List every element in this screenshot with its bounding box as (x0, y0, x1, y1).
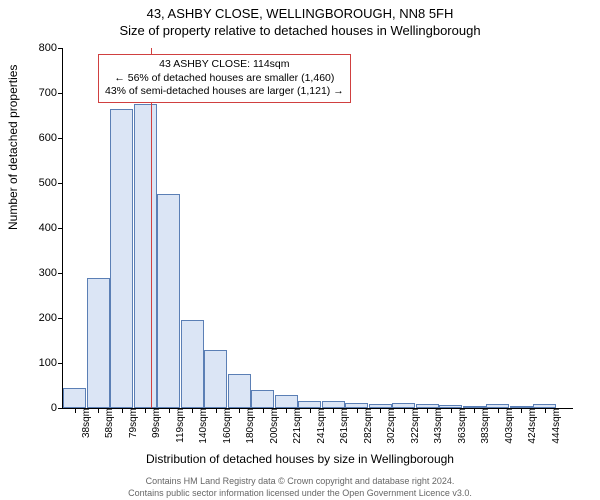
x-tick-label: 140sqm (196, 408, 209, 444)
x-tick-label: 58sqm (102, 408, 115, 438)
x-tick-mark (451, 408, 452, 413)
annotation-box: 43 ASHBY CLOSE: 114sqm← 56% of detached … (98, 54, 351, 103)
y-tick-mark (58, 363, 63, 364)
x-tick-mark (122, 408, 123, 413)
y-tick-label: 100 (23, 357, 63, 369)
x-tick-mark (75, 408, 76, 413)
x-tick-mark (474, 408, 475, 413)
histogram-bar (204, 350, 227, 409)
y-axis-label: Number of detached properties (6, 65, 20, 230)
x-tick-mark (286, 408, 287, 413)
x-tick-mark (310, 408, 311, 413)
x-tick-label: 79sqm (126, 408, 139, 438)
chart-plot-area: 010020030040050060070080038sqm58sqm79sqm… (62, 48, 573, 409)
histogram-bar (275, 395, 298, 409)
histogram-bar (228, 374, 251, 408)
x-tick-mark (263, 408, 264, 413)
x-tick-label: 383sqm (478, 408, 491, 444)
annotation-line-1: 43 ASHBY CLOSE: 114sqm (105, 58, 344, 72)
histogram-bar (87, 278, 110, 409)
annotation-line-3: 43% of semi-detached houses are larger (… (105, 85, 344, 99)
x-tick-label: 160sqm (220, 408, 233, 444)
y-tick-label: 600 (23, 132, 63, 144)
y-tick-label: 400 (23, 222, 63, 234)
x-tick-mark (521, 408, 522, 413)
x-tick-label: 322sqm (408, 408, 421, 444)
chart-container: 43, ASHBY CLOSE, WELLINGBOROUGH, NN8 5FH… (0, 0, 600, 500)
histogram-bar (181, 320, 204, 408)
x-tick-label: 99sqm (149, 408, 162, 438)
x-tick-mark (169, 408, 170, 413)
x-tick-label: 403sqm (502, 408, 515, 444)
x-tick-mark (145, 408, 146, 413)
histogram-bar (251, 390, 274, 408)
histogram-bar (110, 109, 133, 408)
histogram-bar (63, 388, 86, 408)
x-tick-label: 282sqm (361, 408, 374, 444)
annotation-line-2: ← 56% of detached houses are smaller (1,… (105, 72, 344, 86)
x-tick-label: 221sqm (290, 408, 303, 444)
x-axis-label: Distribution of detached houses by size … (0, 452, 600, 466)
x-tick-mark (239, 408, 240, 413)
footer-licence: Contains public sector information licen… (0, 488, 600, 498)
y-tick-mark (58, 48, 63, 49)
y-tick-label: 300 (23, 267, 63, 279)
x-tick-label: 343sqm (431, 408, 444, 444)
histogram-bar (298, 401, 321, 408)
x-tick-mark (333, 408, 334, 413)
footer-copyright: Contains HM Land Registry data © Crown c… (0, 476, 600, 486)
title-line-2: Size of property relative to detached ho… (0, 21, 600, 38)
y-tick-mark (58, 183, 63, 184)
x-tick-mark (380, 408, 381, 413)
y-tick-mark (58, 273, 63, 274)
y-tick-label: 200 (23, 312, 63, 324)
x-tick-label: 180sqm (243, 408, 256, 444)
x-tick-mark (98, 408, 99, 413)
x-tick-mark (427, 408, 428, 413)
x-tick-mark (216, 408, 217, 413)
y-tick-label: 800 (23, 42, 63, 54)
x-tick-label: 200sqm (267, 408, 280, 444)
x-tick-label: 119sqm (173, 408, 186, 443)
y-tick-mark (58, 228, 63, 229)
y-tick-label: 0 (23, 402, 63, 414)
histogram-bar (322, 401, 345, 408)
y-tick-mark (58, 318, 63, 319)
x-tick-label: 302sqm (384, 408, 397, 444)
x-tick-label: 241sqm (314, 408, 327, 444)
x-tick-mark (404, 408, 405, 413)
title-line-1: 43, ASHBY CLOSE, WELLINGBOROUGH, NN8 5FH (0, 0, 600, 21)
x-tick-label: 363sqm (455, 408, 468, 444)
x-tick-mark (357, 408, 358, 413)
histogram-bar (134, 104, 157, 408)
y-tick-label: 500 (23, 177, 63, 189)
x-tick-mark (545, 408, 546, 413)
x-tick-label: 38sqm (79, 408, 92, 438)
x-tick-label: 424sqm (525, 408, 538, 444)
x-tick-label: 261sqm (337, 408, 350, 444)
y-tick-label: 700 (23, 87, 63, 99)
histogram-bar (157, 194, 180, 408)
y-tick-mark (58, 93, 63, 94)
x-tick-mark (498, 408, 499, 413)
y-tick-mark (58, 408, 63, 409)
y-tick-mark (58, 138, 63, 139)
x-tick-label: 444sqm (549, 408, 562, 444)
x-tick-mark (192, 408, 193, 413)
